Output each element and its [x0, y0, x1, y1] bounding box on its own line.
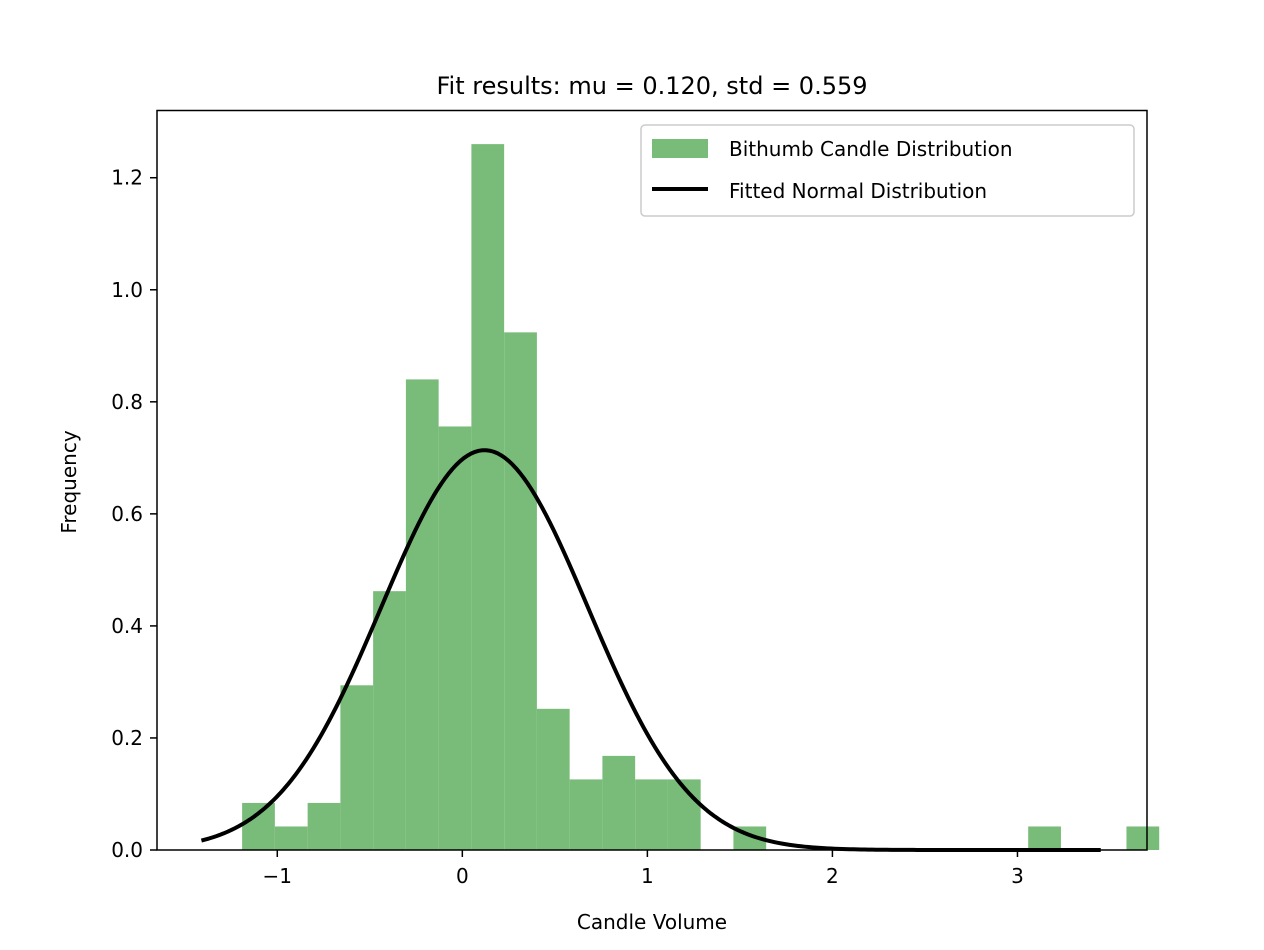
y-axis-label: Frequency — [57, 430, 81, 533]
histogram-bar — [1126, 826, 1160, 850]
histogram-bar — [569, 779, 603, 850]
histogram-bar — [438, 426, 472, 850]
histogram-bars — [242, 144, 1160, 851]
histogram-bar — [307, 802, 341, 850]
histogram-bar — [1028, 826, 1061, 850]
x-axis-label: Candle Volume — [577, 910, 727, 934]
legend-box — [640, 124, 1135, 217]
x-tick-label: 1 — [641, 864, 654, 888]
legend-bar-swatch — [652, 139, 708, 158]
histogram-bar — [274, 826, 308, 850]
histogram-bar — [471, 144, 505, 851]
x-tick-label: −1 — [263, 864, 292, 888]
histogram-bar — [602, 755, 636, 850]
histogram-bar — [635, 779, 668, 850]
histogram-bar — [667, 779, 701, 850]
y-tick-label: 0.2 — [111, 726, 143, 750]
legend: Bithumb Candle Distribution Fitted Norma… — [640, 124, 1135, 217]
histogram-bar — [373, 591, 406, 850]
histogram-bar — [340, 685, 374, 850]
x-axis-ticks: −1 0 1 2 3 — [263, 850, 1024, 888]
histogram-bar — [536, 708, 570, 850]
legend-bar-label: Bithumb Candle Distribution — [729, 137, 1013, 161]
legend-line-label: Fitted Normal Distribution — [729, 179, 987, 203]
x-tick-label: 0 — [456, 864, 469, 888]
x-tick-label: 3 — [1011, 864, 1024, 888]
plot-frame — [156, 109, 1148, 851]
chart-title: Fit results: mu = 0.120, std = 0.559 — [436, 72, 867, 100]
histogram-bar — [504, 332, 537, 851]
histogram-bar — [242, 802, 275, 850]
y-tick-label: 0.4 — [111, 614, 143, 638]
x-tick-label: 2 — [826, 864, 839, 888]
y-tick-label: 1.2 — [111, 166, 143, 190]
y-tick-label: 0.8 — [111, 390, 143, 414]
histogram-bar — [405, 379, 439, 850]
y-tick-label: 0.0 — [111, 838, 143, 862]
y-axis-ticks: 0.0 0.2 0.4 0.6 0.8 1.0 1.2 — [111, 166, 157, 862]
y-tick-label: 0.6 — [111, 502, 143, 526]
y-tick-label: 1.0 — [111, 278, 143, 302]
